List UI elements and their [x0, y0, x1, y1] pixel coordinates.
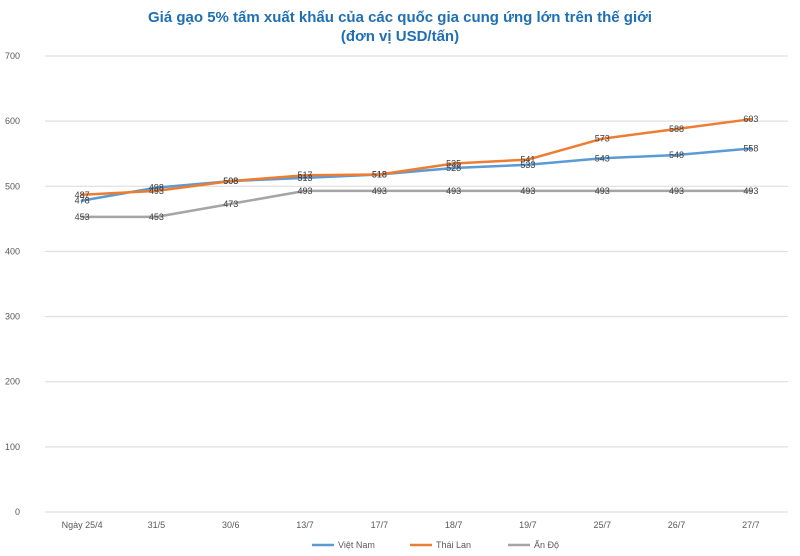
- data-point: [675, 153, 679, 157]
- legend-label: Ấn Độ: [534, 540, 559, 550]
- data-label: 518: [372, 170, 387, 180]
- legend: Việt Nam Thái Lan Ấn Độ: [312, 540, 559, 550]
- x-tick-label: 17/7: [371, 520, 389, 530]
- data-label: 493: [669, 186, 684, 196]
- x-tick-label: 30/6: [222, 520, 240, 530]
- data-point: [526, 158, 530, 162]
- chart-title-main: Giá gạo 5% tấm xuất khẩu của các quốc gi…: [148, 9, 652, 26]
- x-tick-label: 19/7: [519, 520, 537, 530]
- x-axis: Ngày 25/4 31/5 30/6 13/7 17/7 18/7 19/7 25/7 26/…: [62, 520, 760, 530]
- data-label: 573: [595, 134, 610, 144]
- x-tick-label: Ngày 25/4: [62, 520, 103, 530]
- data-label: 518: [372, 170, 387, 180]
- data-point: [229, 179, 233, 183]
- data-label: 498: [149, 183, 164, 193]
- series-line-2: [80, 189, 753, 219]
- data-label: 548: [669, 150, 684, 160]
- data-label: 493: [743, 186, 758, 196]
- y-tick-label: 200: [5, 377, 20, 387]
- data-label: 543: [595, 153, 610, 163]
- data-point: [452, 161, 456, 165]
- data-point: [80, 199, 84, 203]
- data-label: 493: [372, 186, 387, 196]
- data-point: [229, 202, 233, 206]
- data-label: 508: [223, 176, 238, 186]
- data-label: 558: [743, 144, 758, 154]
- data-label: 487: [75, 190, 90, 200]
- data-point: [749, 189, 753, 193]
- x-tick-label: 13/7: [296, 520, 314, 530]
- data-label: 588: [669, 124, 684, 134]
- x-tick-label: 18/7: [445, 520, 463, 530]
- data-label: 517: [298, 170, 313, 180]
- x-tick-label: 27/7: [742, 520, 760, 530]
- data-point: [154, 186, 158, 190]
- data-point: [377, 173, 381, 177]
- series-line-0: [80, 147, 753, 202]
- data-point: [452, 166, 456, 170]
- data-label: 453: [149, 212, 164, 222]
- x-tick-label: 26/7: [668, 520, 686, 530]
- data-point: [154, 215, 158, 219]
- data-label: 533: [520, 160, 535, 170]
- data-point: [80, 193, 84, 197]
- chart-title: Giá gạo 5% tấm xuất khẩu của các quốc gi…: [0, 8, 800, 46]
- data-label: 603: [743, 114, 758, 124]
- series-lines: [80, 117, 753, 219]
- data-label: 541: [520, 155, 535, 165]
- data-label: 473: [223, 199, 238, 209]
- data-label: 493: [520, 186, 535, 196]
- y-tick-label: 0: [15, 507, 20, 517]
- y-tick-label: 500: [5, 181, 20, 191]
- data-point: [377, 189, 381, 193]
- data-point: [526, 163, 530, 167]
- data-point: [675, 189, 679, 193]
- data-point: [452, 189, 456, 193]
- data-point: [154, 189, 158, 193]
- data-label: 478: [75, 196, 90, 206]
- data-point: [303, 176, 307, 180]
- y-tick-label: 600: [5, 116, 20, 126]
- data-label: 493: [595, 186, 610, 196]
- legend-label: Việt Nam: [338, 540, 375, 550]
- data-point: [675, 127, 679, 131]
- x-tick-label: 25/7: [593, 520, 611, 530]
- y-tick-label: 300: [5, 312, 20, 322]
- data-label: 535: [446, 158, 461, 168]
- data-point: [749, 117, 753, 121]
- y-tick-label: 700: [5, 51, 20, 61]
- data-point: [526, 189, 530, 193]
- data-label: 493: [298, 186, 313, 196]
- data-label: 453: [75, 212, 90, 222]
- data-point: [749, 147, 753, 151]
- data-point: [600, 189, 604, 193]
- x-tick-label: 31/5: [148, 520, 166, 530]
- y-tick-label: 400: [5, 246, 20, 256]
- series-line-1: [80, 117, 753, 197]
- data-label: 513: [298, 173, 313, 183]
- data-label: 528: [446, 163, 461, 173]
- data-point: [600, 156, 604, 160]
- data-label: 493: [149, 186, 164, 196]
- legend-label: Thái Lan: [436, 540, 471, 550]
- data-point: [303, 173, 307, 177]
- y-axis: 0 100 200 300 400 500 600 700: [5, 51, 20, 517]
- data-point: [80, 215, 84, 219]
- data-point: [303, 189, 307, 193]
- data-label: 493: [446, 186, 461, 196]
- chart-subtitle: (đơn vị USD/tấn): [340, 28, 460, 45]
- data-label: 508: [223, 176, 238, 186]
- data-point: [600, 137, 604, 141]
- y-tick-label: 100: [5, 442, 20, 452]
